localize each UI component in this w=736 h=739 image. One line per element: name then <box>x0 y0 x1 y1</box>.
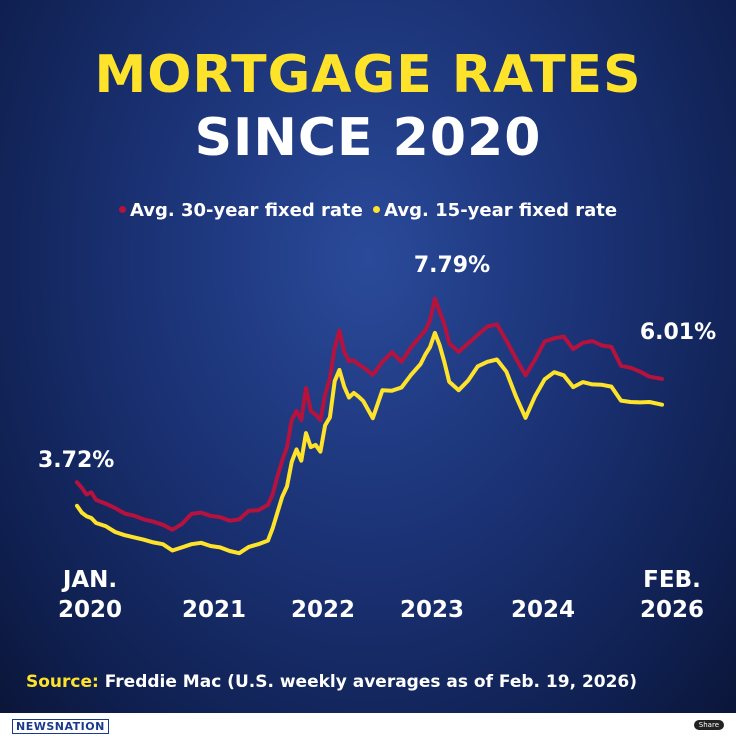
title-line-1: MORTGAGE RATES <box>94 45 642 105</box>
source-note: Source: Freddie Mac (U.S. weekly average… <box>26 672 637 692</box>
x-tick-label: 2024 <box>511 597 575 623</box>
newsnation-logo: NEWSNATION <box>12 719 109 734</box>
source-label: Source: <box>26 672 99 692</box>
x-tick-label: 2020 <box>58 597 122 623</box>
annotation-end-value: 6.01% <box>640 320 716 345</box>
legend-dot-15yr <box>373 206 381 213</box>
x-tick-label: JAN. <box>61 567 117 593</box>
legend-label-30yr: Avg. 30-year fixed rate <box>129 200 363 221</box>
legend-label-15yr: Avg. 15-year fixed rate <box>384 200 618 221</box>
title-line-2: SINCE 2020 <box>194 108 542 168</box>
legend-dot-30yr <box>118 206 126 213</box>
share-button[interactable]: Share <box>693 720 724 730</box>
x-tick-label: 2021 <box>182 597 246 623</box>
footer-bar: NEWSNATION Share <box>0 713 736 739</box>
series-line-30yr <box>75 296 664 532</box>
x-tick-label: 2023 <box>400 597 464 623</box>
series-line-15yr <box>75 330 664 556</box>
legend: Avg. 30-year fixed rate Avg. 15-year fix… <box>0 200 736 221</box>
x-tick-label: 2022 <box>291 597 355 623</box>
source-text: Freddie Mac (U.S. weekly averages as of … <box>104 672 638 692</box>
annotation-peak-value: 7.79% <box>414 253 490 278</box>
x-tick-label: FEB. <box>643 567 701 593</box>
x-tick-label: 2026 <box>640 597 704 623</box>
annotation-start-value: 3.72% <box>38 448 114 473</box>
